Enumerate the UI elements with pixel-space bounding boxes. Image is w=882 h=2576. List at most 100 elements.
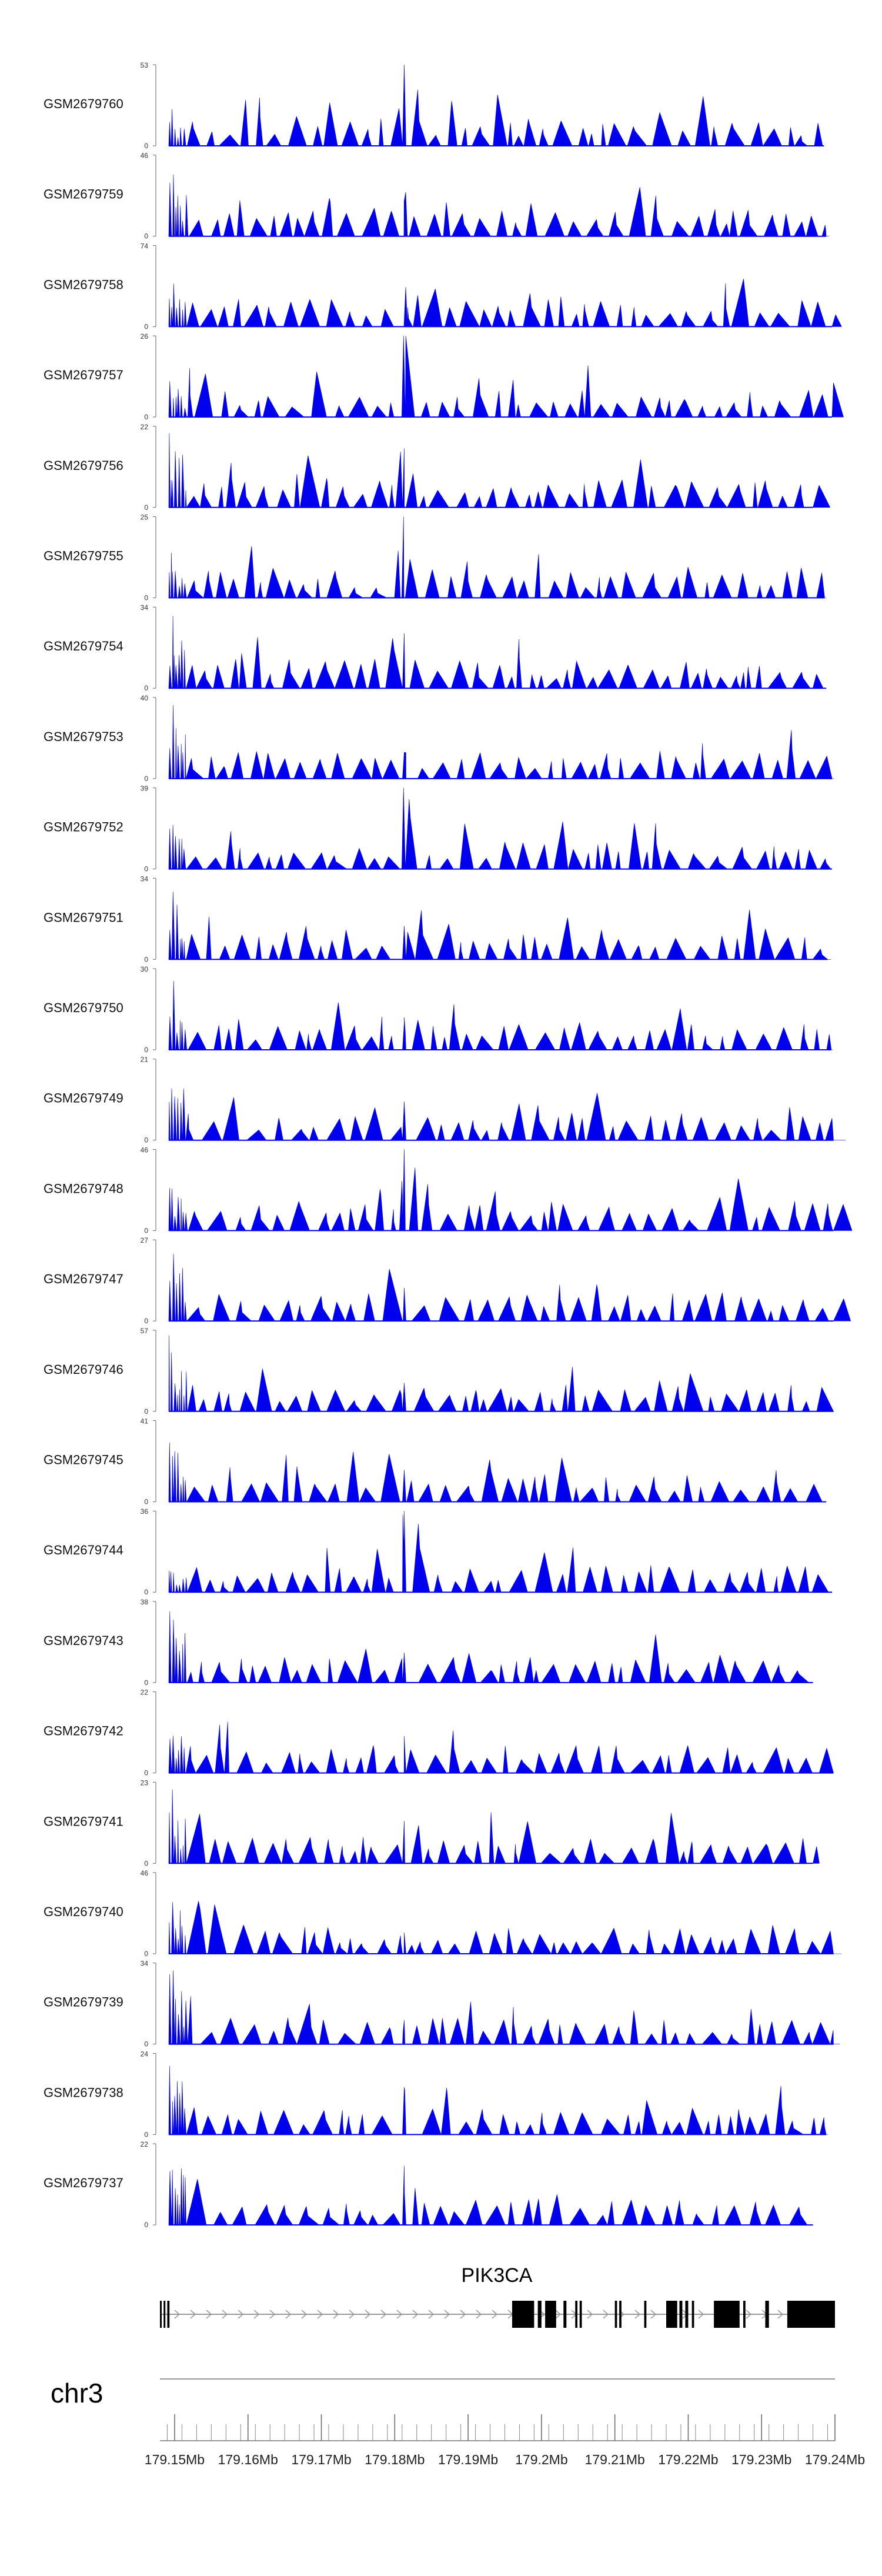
gene-exon bbox=[685, 2301, 689, 2328]
track-max-label: 22 bbox=[141, 423, 149, 431]
track-label: GSM2679740 bbox=[44, 1904, 123, 1919]
coverage-track-GSM2679757: GSM2679757 26 0 bbox=[44, 332, 844, 421]
strand-arrow bbox=[460, 2310, 466, 2319]
gene-exon bbox=[512, 2301, 534, 2328]
strand-arrow bbox=[269, 2310, 276, 2319]
strand-arrow bbox=[238, 2310, 244, 2319]
strand-arrow bbox=[349, 2310, 355, 2319]
coverage-track-GSM2679740: GSM2679740 46 0 bbox=[44, 1869, 842, 1958]
track-label: GSM2679754 bbox=[44, 639, 123, 653]
strand-arrow bbox=[253, 2310, 260, 2319]
track-zero-label: 0 bbox=[144, 232, 148, 241]
axis-tick-label: 179.2Mb bbox=[515, 2452, 568, 2467]
coverage-area bbox=[168, 1088, 846, 1140]
strand-arrow bbox=[222, 2310, 228, 2319]
track-zero-label: 0 bbox=[144, 2221, 148, 2229]
coverage-track-GSM2679755: GSM2679755 25 0 bbox=[44, 513, 827, 602]
coverage-track-GSM2679744: GSM2679744 36 0 bbox=[44, 1507, 833, 1596]
coverage-area bbox=[168, 1901, 842, 1954]
coverage-area bbox=[168, 1335, 834, 1412]
coverage-tracks: GSM2679760530GSM2679759460GSM2679758740G… bbox=[44, 61, 853, 2229]
coverage-area bbox=[168, 705, 834, 779]
strand-arrow bbox=[444, 2310, 450, 2319]
strand-arrow bbox=[396, 2310, 403, 2319]
track-label: GSM2679752 bbox=[44, 820, 123, 835]
coverage-area bbox=[168, 788, 833, 869]
track-zero-label: 0 bbox=[144, 1498, 148, 1506]
strand-arrow bbox=[380, 2310, 387, 2319]
coverage-area bbox=[168, 64, 824, 146]
gene-exon bbox=[160, 2301, 162, 2328]
coverage-track-GSM2679747: GSM2679747 27 0 bbox=[44, 1236, 851, 1325]
track-max-label: 74 bbox=[141, 242, 149, 250]
coverage-area bbox=[168, 1721, 834, 1773]
track-zero-label: 0 bbox=[144, 322, 148, 331]
track-label: GSM2679757 bbox=[44, 368, 123, 382]
track-zero-label: 0 bbox=[144, 1046, 148, 1054]
strand-arrow bbox=[301, 2310, 308, 2319]
axis-tick-label: 179.22Mb bbox=[658, 2452, 718, 2467]
gene-exon bbox=[167, 2301, 170, 2328]
track-max-label: 38 bbox=[141, 1598, 149, 1606]
gene-exon bbox=[537, 2301, 542, 2328]
track-zero-label: 0 bbox=[144, 1317, 148, 1325]
strand-arrow bbox=[476, 2310, 482, 2319]
track-label: GSM2679743 bbox=[44, 1633, 123, 1648]
track-max-label: 22 bbox=[141, 1689, 149, 1697]
coverage-area bbox=[168, 1149, 853, 1231]
gene-exon bbox=[563, 2301, 567, 2328]
coverage-track-GSM2679739: GSM2679739 34 0 bbox=[44, 1960, 840, 2048]
gene-exon bbox=[163, 2301, 166, 2328]
track-max-label: 22 bbox=[141, 2140, 149, 2148]
track-zero-label: 0 bbox=[144, 684, 148, 692]
coverage-area bbox=[168, 1789, 820, 1864]
track-label: GSM2679748 bbox=[44, 1181, 123, 1196]
coverage-track-GSM2679745: GSM2679745 41 0 bbox=[44, 1417, 827, 1506]
gene-name-label: PIK3CA bbox=[462, 2264, 533, 2287]
axis-tick-label: 179.17Mb bbox=[291, 2452, 351, 2467]
coverage-area bbox=[168, 2066, 828, 2135]
coverage-track-GSM2679748: GSM2679748 46 0 bbox=[44, 1146, 853, 1234]
genome-axis: chr3 179.15Mb 179.16Mb 179.17Mb 179.18Mb 179… bbox=[51, 2378, 865, 2467]
strand-arrow bbox=[428, 2310, 435, 2319]
coverage-area bbox=[168, 1970, 840, 2044]
coverage-track-GSM2679760: GSM2679760 53 0 bbox=[44, 61, 824, 150]
strand-arrow bbox=[365, 2310, 371, 2319]
gene-exon bbox=[579, 2301, 582, 2328]
track-label: GSM2679745 bbox=[44, 1453, 123, 1467]
track-max-label: 40 bbox=[141, 694, 149, 702]
track-label: GSM2679747 bbox=[44, 1272, 123, 1286]
track-max-label: 24 bbox=[141, 2050, 149, 2058]
track-max-label: 46 bbox=[141, 1869, 149, 1877]
track-label: GSM2679744 bbox=[44, 1543, 123, 1557]
gene-exon bbox=[545, 2301, 556, 2328]
strand-arrow bbox=[634, 2310, 641, 2319]
track-zero-label: 0 bbox=[144, 2130, 148, 2138]
track-zero-label: 0 bbox=[144, 594, 148, 602]
track-label: GSM2679755 bbox=[44, 549, 123, 563]
track-label: GSM2679738 bbox=[44, 2085, 123, 2100]
gene-exon bbox=[614, 2301, 617, 2328]
track-zero-label: 0 bbox=[144, 142, 148, 150]
axis-tick-label: 179.18Mb bbox=[365, 2452, 425, 2467]
coverage-track-GSM2679750: GSM2679750 30 0 bbox=[44, 965, 834, 1054]
track-zero-label: 0 bbox=[144, 865, 148, 873]
gene-model-track: PIK3CA bbox=[160, 2264, 835, 2328]
track-zero-label: 0 bbox=[144, 1679, 148, 1687]
track-zero-label: 0 bbox=[144, 503, 148, 512]
coverage-track-GSM2679737: GSM2679737 22 0 bbox=[44, 2140, 813, 2229]
coverage-track-GSM2679741: GSM2679741 23 0 bbox=[44, 1778, 820, 1867]
track-max-label: 41 bbox=[141, 1417, 149, 1426]
gene-exon bbox=[575, 2301, 578, 2328]
strand-arrow bbox=[555, 2310, 562, 2319]
track-label: GSM2679746 bbox=[44, 1362, 123, 1377]
gene-exon bbox=[644, 2301, 647, 2328]
track-max-label: 27 bbox=[141, 1236, 149, 1244]
strand-arrow bbox=[492, 2310, 498, 2319]
axis-tick-label: 179.19Mb bbox=[438, 2452, 498, 2467]
track-zero-label: 0 bbox=[144, 1588, 148, 1596]
track-zero-label: 0 bbox=[144, 955, 148, 963]
strand-arrow bbox=[333, 2310, 339, 2319]
strand-arrow bbox=[650, 2310, 657, 2319]
